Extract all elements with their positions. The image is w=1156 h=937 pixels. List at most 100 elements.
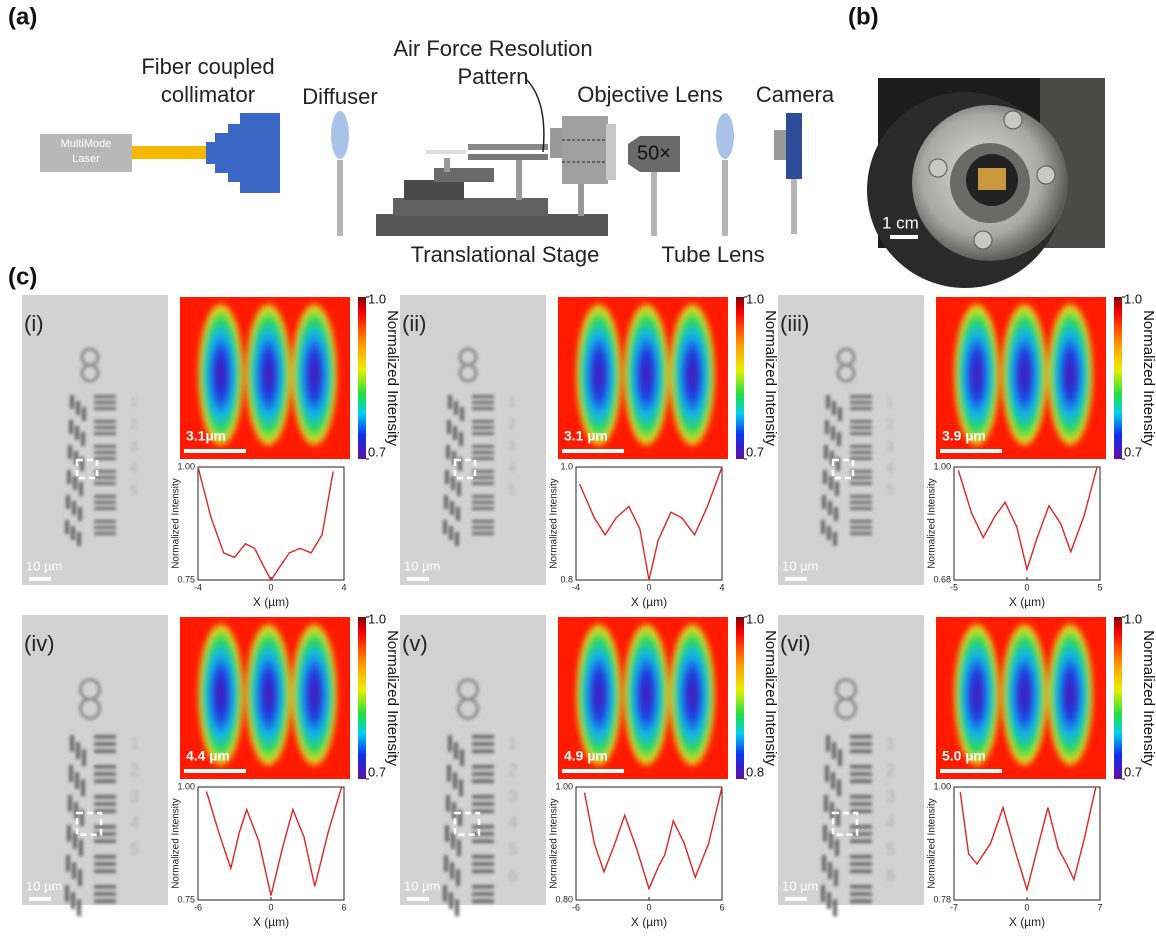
figure: (a) (b) (c) MultiMode Laser Fiber coupled… (0, 0, 1156, 937)
image-background (400, 615, 546, 905)
target-bar (850, 795, 872, 799)
target-bar (82, 749, 86, 766)
target-bar (94, 735, 116, 739)
x-tick-label: -6 (572, 902, 580, 912)
subpanel: 12345610 µm(vi)5.0 µm1.00.7Normalized In… (778, 611, 1156, 929)
target-bar (829, 832, 833, 849)
colorbar (736, 297, 744, 459)
x-axis-label: X (µm) (631, 915, 667, 929)
target-bar (831, 772, 835, 789)
y-tick-label: 0.68 (933, 574, 951, 584)
x-tick-label: 0 (268, 902, 273, 912)
target-image: 1234510 µm (400, 295, 546, 585)
target-bar (825, 765, 829, 782)
target-bar (457, 839, 461, 856)
panel-label: (a) (8, 3, 37, 30)
target-bar (850, 839, 872, 843)
laser-line: MultiMode (61, 138, 112, 150)
target-bar (67, 825, 71, 842)
target-bar (94, 749, 116, 753)
x-tick-label: 0 (646, 902, 651, 912)
target-digit: 1 (508, 734, 517, 753)
target-bar (446, 445, 450, 459)
subpanel: 1234510 µm(iv)4.4 µm1.00.7Normalized Int… (22, 611, 401, 929)
target-bar (94, 401, 116, 404)
y-axis-label: Normalized Intensity (927, 478, 938, 569)
laser-line: Laser (72, 153, 100, 165)
target-bar (834, 507, 838, 521)
panel-label: (c) (8, 263, 37, 290)
target-bar (850, 899, 872, 903)
target-bar (472, 501, 494, 504)
colorbar-tick-label: 1.0 (368, 291, 386, 306)
intensity-dip (245, 300, 293, 449)
target-bar (835, 482, 839, 496)
target-bar (451, 476, 455, 490)
target-bar (850, 501, 872, 504)
target-bar (446, 795, 450, 812)
target-bar (850, 779, 872, 783)
heatmap-scale-label: 3.9 µm (942, 428, 986, 444)
target-bar (850, 802, 872, 806)
x-tick-label: -6 (194, 902, 202, 912)
target-digit: 4 (508, 460, 516, 476)
target-digit: 3 (508, 438, 516, 454)
target-digit: 2 (508, 416, 516, 432)
y-tick-label: 0.8 (560, 574, 573, 584)
image-scale-label: 10 µm (404, 878, 440, 893)
y-axis-label: Normalized Intensity (171, 798, 182, 889)
target-digit: 2 (508, 760, 517, 779)
image-scale-label: 10 µm (404, 558, 440, 573)
target-bar (449, 526, 453, 540)
intensity-dip (623, 300, 671, 449)
target-bar (94, 445, 116, 448)
scale-bar (940, 769, 1002, 773)
target-bar (472, 742, 494, 746)
target-bar (70, 395, 74, 409)
image-scale-label: 10 µm (26, 878, 62, 893)
scale-bar (29, 897, 51, 901)
target-bar (850, 765, 872, 769)
target-digit: 3 (508, 787, 517, 806)
target-bar (94, 885, 116, 889)
pattern-line: Pattern (458, 64, 529, 89)
target-bar (94, 532, 116, 535)
target-bar (452, 802, 456, 819)
target-bar (826, 735, 830, 752)
target-bar (833, 532, 837, 546)
target-bar (850, 885, 872, 889)
plot-frame (954, 787, 1100, 900)
subpanel-label: (v) (402, 631, 428, 656)
pattern-label: Air Force ResolutionPattern (393, 36, 592, 89)
x-tick-label: 6 (341, 902, 346, 912)
scale-bar (407, 577, 429, 581)
colorbar-tick-label: 0.8 (746, 764, 764, 779)
target-bar (472, 401, 494, 404)
target-bar (455, 899, 459, 916)
x-tick-label: 0 (1024, 902, 1029, 912)
intensity-dip (669, 300, 717, 449)
x-tick-label: -7 (950, 902, 958, 912)
target-bar (829, 476, 833, 490)
target-bar (838, 749, 842, 766)
scale-bar (407, 897, 429, 901)
setup-schematic: MultiModeLaser Fiber coupledcollimator D… (40, 36, 835, 267)
target-digit: 4 (130, 813, 139, 832)
collimator-line: Fiber coupled (141, 54, 274, 79)
y-axis-label: Normalized Intensity (549, 478, 560, 569)
target-bar (850, 862, 872, 866)
target-bar (472, 869, 494, 873)
target-bar (850, 445, 872, 448)
target-bar (472, 526, 494, 529)
colorbar-label: Normalized Intensity (384, 630, 401, 766)
heatmap-scale-label: 3.1 µm (564, 428, 608, 444)
panel-label: (b) (848, 3, 879, 30)
target-bar (78, 869, 82, 886)
target-digit: 4 (886, 813, 895, 832)
target-bar (822, 855, 826, 872)
target-bar (472, 795, 494, 799)
intensity-dip (1047, 620, 1095, 769)
target-bar (75, 426, 79, 440)
scale-bar (562, 769, 624, 773)
target-digit: 2 (886, 416, 894, 432)
